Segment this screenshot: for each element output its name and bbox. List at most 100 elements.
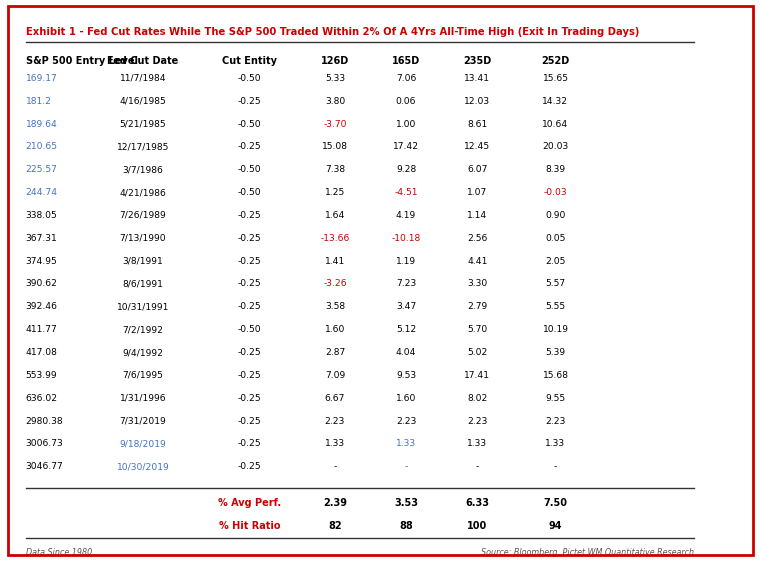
Text: -3.26: -3.26 bbox=[323, 279, 347, 288]
Text: 2.56: 2.56 bbox=[467, 234, 487, 243]
Text: Data Since 1980: Data Since 1980 bbox=[26, 548, 92, 557]
Text: -0.50: -0.50 bbox=[237, 188, 261, 197]
Text: -0.50: -0.50 bbox=[237, 165, 261, 174]
Text: 2.23: 2.23 bbox=[396, 417, 416, 426]
Text: 7.50: 7.50 bbox=[543, 498, 568, 508]
Text: 2.23: 2.23 bbox=[467, 417, 487, 426]
Text: -0.25: -0.25 bbox=[237, 234, 261, 243]
Text: 7.06: 7.06 bbox=[396, 74, 416, 83]
Text: 1.60: 1.60 bbox=[325, 325, 345, 334]
Text: 4.19: 4.19 bbox=[396, 211, 416, 220]
Text: 225.57: 225.57 bbox=[26, 165, 57, 174]
Text: 1.33: 1.33 bbox=[396, 439, 416, 448]
Text: 2.87: 2.87 bbox=[325, 348, 345, 357]
Text: 367.31: 367.31 bbox=[26, 234, 57, 243]
Text: -0.25: -0.25 bbox=[237, 394, 261, 403]
Text: -0.25: -0.25 bbox=[237, 256, 261, 265]
Text: 1.33: 1.33 bbox=[467, 439, 487, 448]
Text: 15.65: 15.65 bbox=[543, 74, 568, 83]
Text: 17.42: 17.42 bbox=[393, 142, 419, 151]
Text: 8/6/1991: 8/6/1991 bbox=[123, 279, 164, 288]
Text: 88: 88 bbox=[400, 521, 413, 531]
Text: 94: 94 bbox=[549, 521, 562, 531]
Text: -0.25: -0.25 bbox=[237, 439, 261, 448]
Text: 15.68: 15.68 bbox=[543, 371, 568, 380]
Text: Fed Cut Date: Fed Cut Date bbox=[107, 56, 179, 66]
Text: 244.74: 244.74 bbox=[26, 188, 58, 197]
Text: 189.64: 189.64 bbox=[26, 119, 57, 128]
Text: 1.41: 1.41 bbox=[325, 256, 345, 265]
Text: -0.50: -0.50 bbox=[237, 119, 261, 128]
Text: 7/31/2019: 7/31/2019 bbox=[119, 417, 166, 426]
Text: 10.19: 10.19 bbox=[543, 325, 568, 334]
Text: 2980.38: 2980.38 bbox=[26, 417, 63, 426]
Text: 1.19: 1.19 bbox=[396, 256, 416, 265]
Text: 82: 82 bbox=[328, 521, 342, 531]
Text: 12.45: 12.45 bbox=[464, 142, 490, 151]
Text: 12.03: 12.03 bbox=[464, 96, 490, 105]
Text: 3.30: 3.30 bbox=[467, 279, 487, 288]
Text: 3/8/1991: 3/8/1991 bbox=[123, 256, 164, 265]
Text: 3006.73: 3006.73 bbox=[26, 439, 63, 448]
Text: -3.70: -3.70 bbox=[323, 119, 347, 128]
Text: 1.33: 1.33 bbox=[546, 439, 565, 448]
Text: 0.90: 0.90 bbox=[546, 211, 565, 220]
Text: 10/31/1991: 10/31/1991 bbox=[116, 302, 169, 311]
Text: -0.25: -0.25 bbox=[237, 142, 261, 151]
Text: -0.25: -0.25 bbox=[237, 462, 261, 471]
Text: 9/4/1992: 9/4/1992 bbox=[123, 348, 164, 357]
Text: 10.64: 10.64 bbox=[543, 119, 568, 128]
Text: 252D: 252D bbox=[541, 56, 569, 66]
Text: 7/6/1995: 7/6/1995 bbox=[123, 371, 164, 380]
Text: -: - bbox=[404, 462, 408, 471]
Text: 8.02: 8.02 bbox=[467, 394, 487, 403]
Text: 13.41: 13.41 bbox=[464, 74, 490, 83]
Text: Exhibit 1 - Fed Cut Rates While The S&P 500 Traded Within 2% Of A 4Yrs All-Time : Exhibit 1 - Fed Cut Rates While The S&P … bbox=[26, 27, 639, 37]
Text: 9.55: 9.55 bbox=[546, 394, 565, 403]
Text: 7.09: 7.09 bbox=[325, 371, 345, 380]
Text: -0.25: -0.25 bbox=[237, 279, 261, 288]
Text: 3046.77: 3046.77 bbox=[26, 462, 63, 471]
Text: 1.00: 1.00 bbox=[396, 119, 416, 128]
Text: 1.64: 1.64 bbox=[325, 211, 345, 220]
Text: 235D: 235D bbox=[463, 56, 492, 66]
Text: 17.41: 17.41 bbox=[464, 371, 490, 380]
Text: 5.70: 5.70 bbox=[467, 325, 487, 334]
Text: 10/30/2019: 10/30/2019 bbox=[116, 462, 169, 471]
Text: 7/26/1989: 7/26/1989 bbox=[119, 211, 166, 220]
Text: 2.39: 2.39 bbox=[323, 498, 347, 508]
Text: 4/16/1985: 4/16/1985 bbox=[119, 96, 166, 105]
Text: 20.03: 20.03 bbox=[543, 142, 568, 151]
Text: 5.12: 5.12 bbox=[396, 325, 416, 334]
Text: -0.25: -0.25 bbox=[237, 371, 261, 380]
Text: % Avg Perf.: % Avg Perf. bbox=[218, 498, 281, 508]
Text: 3.53: 3.53 bbox=[394, 498, 418, 508]
Text: 2.23: 2.23 bbox=[546, 417, 565, 426]
Text: Source: Bloomberg, Pictet WM Quantitative Research: Source: Bloomberg, Pictet WM Quantitativ… bbox=[481, 548, 694, 557]
Text: 8.39: 8.39 bbox=[546, 165, 565, 174]
Text: 3/7/1986: 3/7/1986 bbox=[123, 165, 164, 174]
Text: 636.02: 636.02 bbox=[26, 394, 58, 403]
Text: 4.41: 4.41 bbox=[467, 256, 487, 265]
Text: 374.95: 374.95 bbox=[26, 256, 57, 265]
Text: S&P 500 Entry Level: S&P 500 Entry Level bbox=[26, 56, 138, 66]
Text: 5/21/1985: 5/21/1985 bbox=[119, 119, 166, 128]
Text: -0.50: -0.50 bbox=[237, 325, 261, 334]
Text: 3.47: 3.47 bbox=[396, 302, 416, 311]
Text: 7/2/1992: 7/2/1992 bbox=[123, 325, 164, 334]
Text: 12/17/1985: 12/17/1985 bbox=[116, 142, 169, 151]
Text: -4.51: -4.51 bbox=[394, 188, 418, 197]
Text: 1.33: 1.33 bbox=[325, 439, 345, 448]
Text: 4/21/1986: 4/21/1986 bbox=[119, 188, 167, 197]
Text: 338.05: 338.05 bbox=[26, 211, 57, 220]
Text: 553.99: 553.99 bbox=[26, 371, 57, 380]
Text: 5.02: 5.02 bbox=[467, 348, 487, 357]
Text: 2.79: 2.79 bbox=[467, 302, 487, 311]
Text: -0.25: -0.25 bbox=[237, 348, 261, 357]
Text: 392.46: 392.46 bbox=[26, 302, 58, 311]
Text: -0.25: -0.25 bbox=[237, 96, 261, 105]
Text: 5.55: 5.55 bbox=[546, 302, 565, 311]
Text: 2.23: 2.23 bbox=[325, 417, 345, 426]
Text: 417.08: 417.08 bbox=[26, 348, 57, 357]
Text: 169.17: 169.17 bbox=[26, 74, 57, 83]
